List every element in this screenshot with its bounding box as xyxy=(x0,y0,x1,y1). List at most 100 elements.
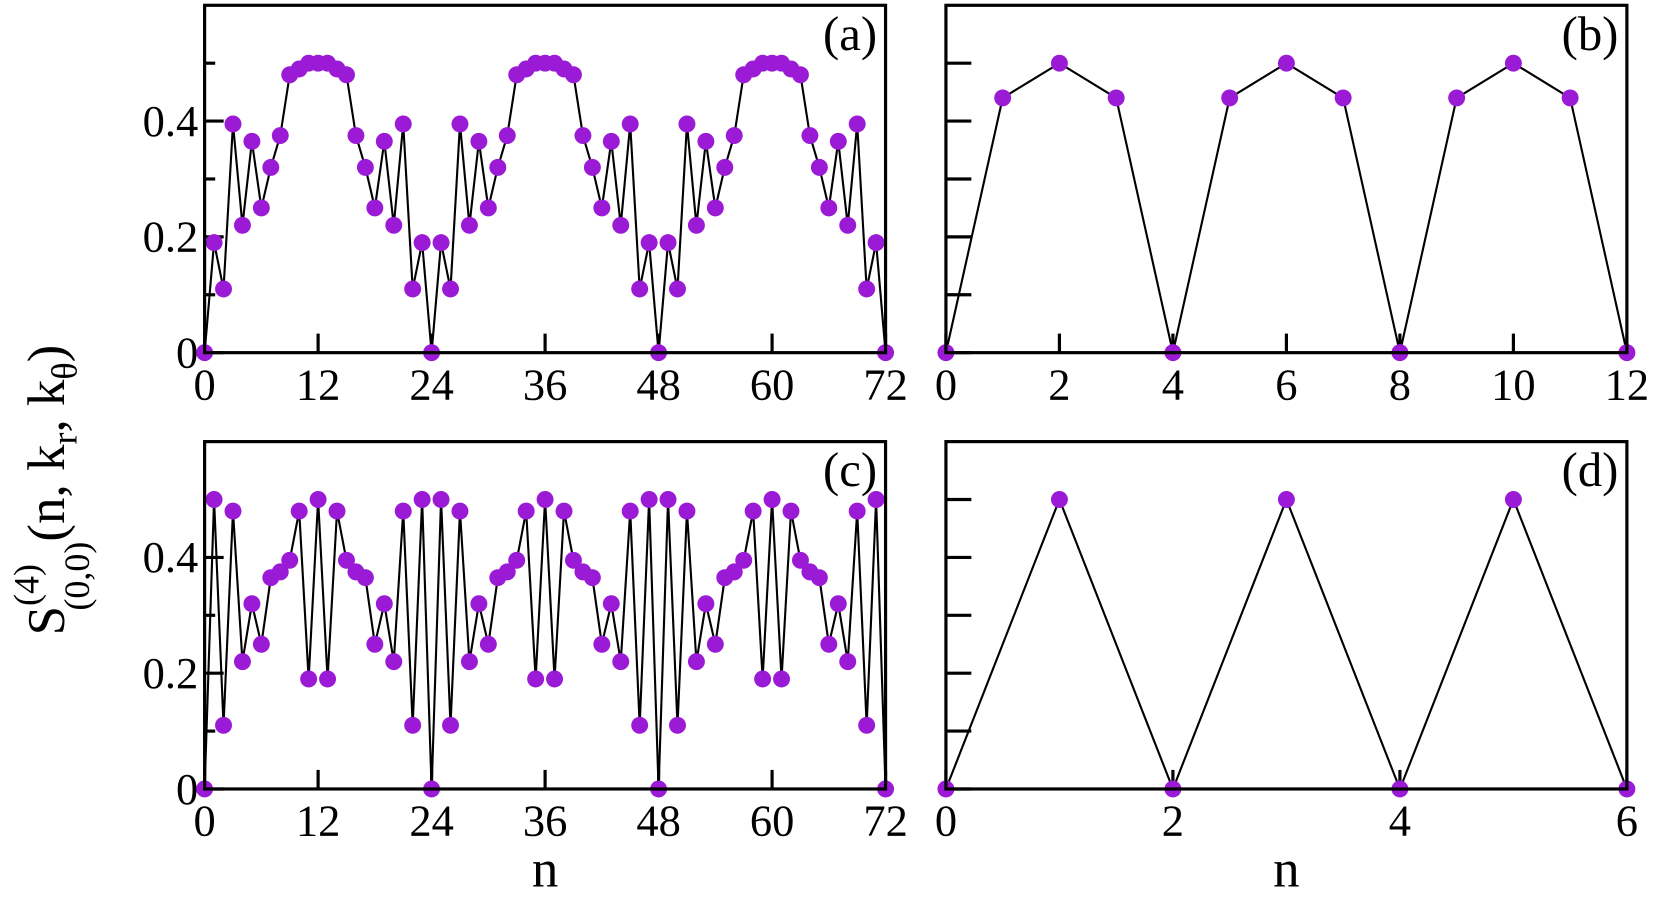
data-point xyxy=(1050,54,1068,72)
data-point xyxy=(413,234,431,252)
data-point xyxy=(678,115,696,133)
panel-label: (b) xyxy=(1562,7,1619,61)
data-point xyxy=(631,716,649,734)
panel-label: (c) xyxy=(823,443,877,497)
plot-frame xyxy=(203,440,888,791)
data-point xyxy=(224,115,242,133)
data-point xyxy=(640,491,658,508)
data-point xyxy=(1277,54,1295,72)
data-point xyxy=(536,491,554,508)
data-line xyxy=(203,499,887,790)
data-point xyxy=(583,569,601,587)
plot-frame xyxy=(944,3,1629,355)
data-point xyxy=(205,234,223,252)
data-point xyxy=(290,502,308,520)
data-point xyxy=(697,595,715,613)
x-tick-label: 72 xyxy=(863,796,907,846)
data-point xyxy=(489,158,507,176)
data-point xyxy=(744,502,762,520)
data-point xyxy=(583,158,601,176)
data-point xyxy=(631,280,649,298)
data-point xyxy=(385,216,403,234)
data-point xyxy=(233,653,251,671)
data-point xyxy=(215,280,232,298)
data-point xyxy=(356,158,374,176)
data-point xyxy=(858,280,876,298)
data-point xyxy=(1334,89,1352,107)
plot-frame xyxy=(944,440,1629,791)
data-point xyxy=(1561,89,1579,107)
x-tick-label: 36 xyxy=(523,359,567,409)
data-point xyxy=(1050,491,1068,508)
data-point xyxy=(205,491,223,508)
y-axis-label-part: , k xyxy=(18,379,76,432)
data-point xyxy=(451,115,469,133)
data-point xyxy=(829,595,847,613)
data-point xyxy=(574,127,592,145)
x-tick-label: 2 xyxy=(1162,796,1184,846)
x-tick-label: 60 xyxy=(750,796,794,846)
data-point xyxy=(612,653,630,671)
data-point xyxy=(659,234,677,252)
x-tick-label: 36 xyxy=(523,796,567,846)
data-point xyxy=(442,280,459,298)
data-point xyxy=(262,158,280,176)
x-tick-label: 24 xyxy=(409,796,453,846)
x-axis-label: n xyxy=(1273,840,1299,897)
data-point xyxy=(725,127,743,145)
x-tick-label: 48 xyxy=(636,359,680,409)
data-point xyxy=(1504,54,1522,72)
data-point xyxy=(564,551,582,569)
data-point xyxy=(385,653,403,671)
x-tick-label: 24 xyxy=(409,359,453,409)
data-point xyxy=(413,491,431,508)
data-point xyxy=(829,132,847,150)
data-point xyxy=(224,502,242,520)
x-tick-label: 0 xyxy=(935,796,957,846)
y-axis-label: S(4) (0,0)(n, kr, kθ) xyxy=(6,345,97,636)
data-point xyxy=(687,216,705,234)
data-point xyxy=(555,502,573,520)
y-axis-label-part: S xyxy=(18,606,76,635)
data-point xyxy=(394,115,412,133)
y-axis-label-part: r xyxy=(44,433,84,445)
data-point xyxy=(252,635,270,653)
x-tick-label: 72 xyxy=(863,359,907,409)
data-point xyxy=(612,216,630,234)
data-point xyxy=(593,635,611,653)
y-tick-label: 0 xyxy=(176,764,198,814)
x-tick-label: 0 xyxy=(935,359,957,409)
y-tick-label: 0.2 xyxy=(143,212,199,262)
data-point xyxy=(1221,89,1239,107)
data-point xyxy=(782,502,800,520)
y-axis-label-part: θ xyxy=(44,362,84,379)
data-point xyxy=(716,158,734,176)
y-tick-label: 0.2 xyxy=(143,648,199,698)
data-point xyxy=(508,551,526,569)
data-point xyxy=(810,158,828,176)
data-point xyxy=(432,491,450,508)
data-point xyxy=(621,502,639,520)
data-point xyxy=(1504,491,1522,508)
x-tick-label: 12 xyxy=(296,796,340,846)
data-point xyxy=(338,66,355,84)
data-point xyxy=(706,635,724,653)
data-point xyxy=(669,280,686,298)
x-tick-label: 60 xyxy=(750,359,794,409)
data-point xyxy=(640,234,658,252)
data-point xyxy=(810,569,828,587)
x-tick-label: 12 xyxy=(296,359,340,409)
panel-label: (a) xyxy=(823,7,877,61)
data-point xyxy=(338,551,355,569)
x-tick-label: 6 xyxy=(1275,359,1297,409)
data-point xyxy=(1448,89,1466,107)
x-tick-label: 2 xyxy=(1048,359,1070,409)
data-point xyxy=(725,563,743,581)
x-tick-label: 48 xyxy=(636,796,680,846)
data-point xyxy=(347,127,365,145)
data-point xyxy=(706,199,724,217)
data-point xyxy=(517,502,535,520)
data-point xyxy=(754,670,772,688)
data-point xyxy=(470,132,488,150)
data-point xyxy=(763,491,781,508)
